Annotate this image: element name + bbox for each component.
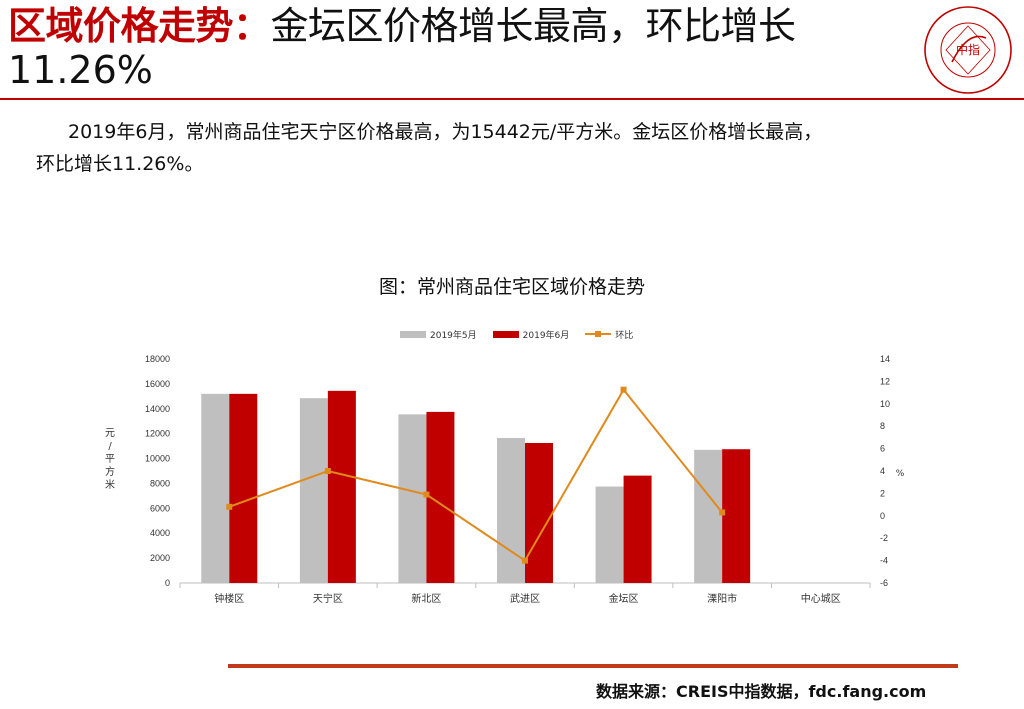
x-tick-label: 中心城区 — [801, 592, 841, 605]
y-right-tick-label: 0 — [880, 511, 885, 521]
page-title-accent: 区域价格走势： — [8, 4, 271, 48]
chart-title: 图：常州商品住宅区域价格走势 — [378, 276, 645, 298]
bar-may — [398, 414, 427, 583]
y-tick-label: 12000 — [145, 429, 170, 439]
header-rule — [0, 98, 1024, 100]
y-right-tick-label: 14 — [880, 354, 890, 364]
bar-may — [201, 393, 230, 583]
y-tick-label: 8000 — [150, 478, 170, 488]
x-tick-label: 天宁区 — [313, 592, 343, 605]
bar-may — [595, 486, 624, 583]
legend-label-may: 2019年5月 — [430, 330, 477, 341]
bar-june — [722, 449, 751, 583]
y-right-tick-label: -4 — [880, 556, 888, 566]
y-right-tick-label: -2 — [880, 533, 888, 543]
mom-point — [719, 509, 726, 516]
y-axis-label-char: 方 — [105, 465, 115, 478]
chart-legend: 2019年5月 2019年6月 环比 — [400, 326, 633, 342]
page-title: 区域价格走势：金坛区价格增长最高，环比增长 — [8, 4, 908, 48]
y-axis-label-char: 平 — [105, 454, 115, 465]
y-tick-label: 4000 — [150, 528, 170, 538]
bar-june — [229, 393, 258, 583]
page-title-rest: 金坛区价格增长最高，环比增长 — [270, 4, 797, 48]
legend-swatch-mom — [585, 329, 612, 339]
y-axis-label-char: 元 — [105, 428, 115, 439]
y-tick-label: 14000 — [145, 404, 170, 414]
legend-swatch-may — [400, 330, 426, 338]
legend-item-may: 2019年5月 — [400, 328, 477, 341]
y-right-tick-label: 4 — [880, 466, 885, 476]
y-axis-label-char: / — [108, 441, 112, 452]
mom-point — [324, 468, 331, 474]
y-tick-label: 18000 — [145, 354, 170, 364]
bar-june — [623, 475, 652, 583]
bar-may — [497, 438, 525, 583]
y-right-tick-label: 2 — [880, 488, 885, 498]
x-tick-label: 钟楼区 — [214, 592, 244, 605]
legend-swatch-june — [492, 330, 519, 338]
mom-point — [620, 386, 627, 393]
y-tick-label: 6000 — [150, 503, 170, 513]
bar-june — [327, 390, 356, 583]
y-tick-label: 10000 — [145, 454, 170, 464]
x-tick-label: 溧阳市 — [707, 592, 737, 605]
legend-label-mom: 环比 — [615, 330, 634, 341]
mom-point — [423, 491, 430, 498]
summary-line-1: 2019年6月，常州商品住宅天宁区价格最高，为15442元/平方米。金坛区价格增… — [68, 121, 823, 143]
logo-text: 中指 — [956, 42, 980, 57]
x-tick-label: 金坛区 — [609, 592, 639, 605]
summary-line-2: 环比增长11.26%。 — [36, 153, 204, 175]
y-axis-label-char: 米 — [105, 478, 115, 491]
y-tick-label: 2000 — [150, 553, 170, 563]
legend-label-june: 2019年6月 — [522, 330, 570, 341]
y-right-tick-label: 10 — [880, 399, 890, 409]
y-right-tick-label: -6 — [880, 578, 888, 588]
data-source: 数据来源：CREIS中指数据，fdc.fang.com — [596, 682, 927, 701]
summary-text: 2019年6月，常州商品住宅天宁区价格最高，为15442元/平方米。金坛区价格增… — [36, 116, 996, 180]
y-tick-label: 16000 — [145, 379, 170, 389]
x-tick-label: 新北区 — [411, 592, 441, 605]
y-tick-label: 0 — [165, 578, 170, 588]
x-tick-label: 武进区 — [510, 592, 540, 605]
legend-item-june: 2019年6月 — [492, 328, 570, 341]
bar-june — [525, 443, 553, 583]
page-title-line2: 11.26% — [8, 48, 153, 92]
mom-point — [522, 557, 528, 564]
bar-may — [299, 398, 328, 583]
y-right-tick-label: 8 — [880, 421, 885, 431]
bar-may — [694, 449, 723, 583]
footer-rule — [228, 664, 958, 668]
y-right-tick-label: 12 — [880, 376, 890, 386]
mom-line — [228, 387, 723, 563]
china-index-academy-logo: 中指 — [924, 6, 1012, 94]
title-block: 区域价格走势：金坛区价格增长最高，环比增长 11.26% — [8, 4, 908, 92]
legend-item-mom: 环比 — [585, 328, 633, 341]
mom-point — [226, 503, 233, 510]
y-right-axis-label: % — [896, 469, 905, 479]
y-right-tick-label: 6 — [880, 444, 885, 454]
